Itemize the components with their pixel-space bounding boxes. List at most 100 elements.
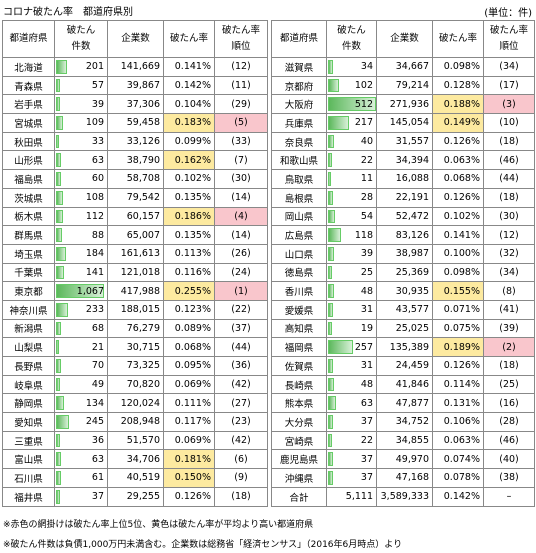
cell: 1,067 <box>54 281 108 301</box>
cell: 34 <box>326 57 377 77</box>
count: 31 <box>360 360 373 372</box>
cell: (17) <box>483 75 535 96</box>
companies: 22,191 <box>395 192 429 204</box>
row: 鹿児島県 37 49,970 0.074% (40) <box>271 449 535 470</box>
count-bar <box>56 78 61 93</box>
rate: 0.075% <box>443 322 480 334</box>
cell: 257 <box>326 337 377 357</box>
cell: 65,007 <box>107 225 164 245</box>
rate: 0.126% <box>443 192 480 204</box>
companies: 41,846 <box>395 379 429 391</box>
cell: 34,394 <box>376 150 433 171</box>
row: 三重県 36 51,570 0.069% (42) <box>2 430 268 451</box>
count-bar <box>56 340 59 354</box>
row: 茨城県 108 79,542 0.135% (14) <box>2 187 268 208</box>
row: 和歌山県 22 34,394 0.063% (46) <box>271 150 535 171</box>
companies: 38,987 <box>395 248 429 260</box>
count-bar <box>56 284 104 298</box>
count: 63 <box>91 453 104 465</box>
cell: 滋賀県 <box>271 57 327 77</box>
cell: 福岡県 <box>271 337 327 357</box>
cell: 三重県 <box>2 430 55 451</box>
cell: 0.063% <box>432 150 484 171</box>
cell: 68 <box>54 318 108 339</box>
companies: 47,877 <box>395 397 429 409</box>
rate: 0.189% <box>443 341 480 353</box>
cell: 29,255 <box>107 486 164 507</box>
count: 48 <box>360 379 373 391</box>
cell: 0.102% <box>432 206 484 227</box>
cell: 0.126% <box>432 187 484 208</box>
cell: 22 <box>326 430 377 451</box>
count: 48 <box>360 285 373 297</box>
cell: 24,459 <box>376 356 433 376</box>
count: 257 <box>354 341 373 353</box>
companies: 161,613 <box>120 248 160 260</box>
rate: 0.142% <box>443 491 480 503</box>
rate: 0.126% <box>443 136 480 148</box>
count-bar <box>56 97 60 112</box>
row: 愛媛県 31 43,577 0.071% (41) <box>271 299 535 320</box>
title: コロナ破たん率 都道府県別 <box>3 7 133 18</box>
cell: 0.141% <box>163 57 215 77</box>
cell: 30,715 <box>107 337 164 357</box>
count-bar <box>328 284 335 298</box>
cell: 11 <box>326 169 377 189</box>
row: 東京都 1,067 417,988 0.255% (1) <box>2 281 268 301</box>
cell: 217 <box>326 113 377 133</box>
cell: 0.123% <box>163 299 215 320</box>
cell: 37,306 <box>107 94 164 115</box>
count: 109 <box>85 117 104 129</box>
rank: (37) <box>231 322 251 334</box>
cell: (39) <box>483 318 535 339</box>
rate: 0.186% <box>174 210 211 222</box>
row: 兵庫県 217 145,054 0.149% (10) <box>271 113 535 133</box>
cell: 0.117% <box>163 412 215 432</box>
cell: (22) <box>214 299 268 320</box>
cell: 48 <box>326 374 377 395</box>
pref: 岩手県 <box>14 100 43 112</box>
header-cell: 破たん率 順位 <box>483 20 535 58</box>
table: 都道府県 破たん 件数 企業数 破たん率 破たん率 順位 滋賀県 34 34,667 0.098… <box>271 20 535 507</box>
rate: 0.095% <box>174 360 211 372</box>
cell: 静岡県 <box>2 393 55 414</box>
cell: 0.255% <box>163 281 215 301</box>
count-bar <box>56 471 61 485</box>
rank: (14) <box>231 192 251 204</box>
cell: 512 <box>326 94 377 115</box>
rate: 0.162% <box>174 154 211 166</box>
pref: 神奈川県 <box>9 305 48 317</box>
cell: 0.149% <box>432 113 484 133</box>
count-bar <box>56 134 60 149</box>
cell: 0.131% <box>432 393 484 414</box>
count: 233 <box>85 304 104 316</box>
rank: (40) <box>499 453 519 465</box>
cell: 417,988 <box>107 281 164 301</box>
count-bar <box>56 489 60 504</box>
pref: 鹿児島県 <box>279 455 318 467</box>
companies: 16,088 <box>395 173 429 185</box>
row: 岡山県 54 52,472 0.102% (30) <box>271 206 535 227</box>
cell: 21 <box>54 337 108 357</box>
pref: 山口県 <box>284 249 314 261</box>
row: 山形県 63 38,790 0.162% (7) <box>2 150 268 171</box>
count: 39 <box>91 98 104 110</box>
rate: 0.126% <box>174 491 211 503</box>
rank: (2) <box>502 341 516 353</box>
cell: 63 <box>54 449 108 470</box>
cell: 0.183% <box>163 113 215 133</box>
companies: 30,935 <box>395 285 429 297</box>
row: 広島県 118 83,126 0.141% (12) <box>271 225 535 245</box>
count-bar <box>328 265 333 280</box>
cell: 兵庫県 <box>271 113 327 133</box>
rate: 0.123% <box>174 304 211 316</box>
count-bar <box>56 153 61 168</box>
count: 108 <box>85 192 104 204</box>
rate: 0.089% <box>174 322 211 334</box>
cell: 0.106% <box>432 412 484 432</box>
cell: (6) <box>214 449 268 470</box>
pref: 福島県 <box>14 174 43 186</box>
cell: 31 <box>326 356 377 376</box>
row: 熊本県 63 47,877 0.131% (16) <box>271 393 535 414</box>
cell: 38,987 <box>376 243 433 264</box>
